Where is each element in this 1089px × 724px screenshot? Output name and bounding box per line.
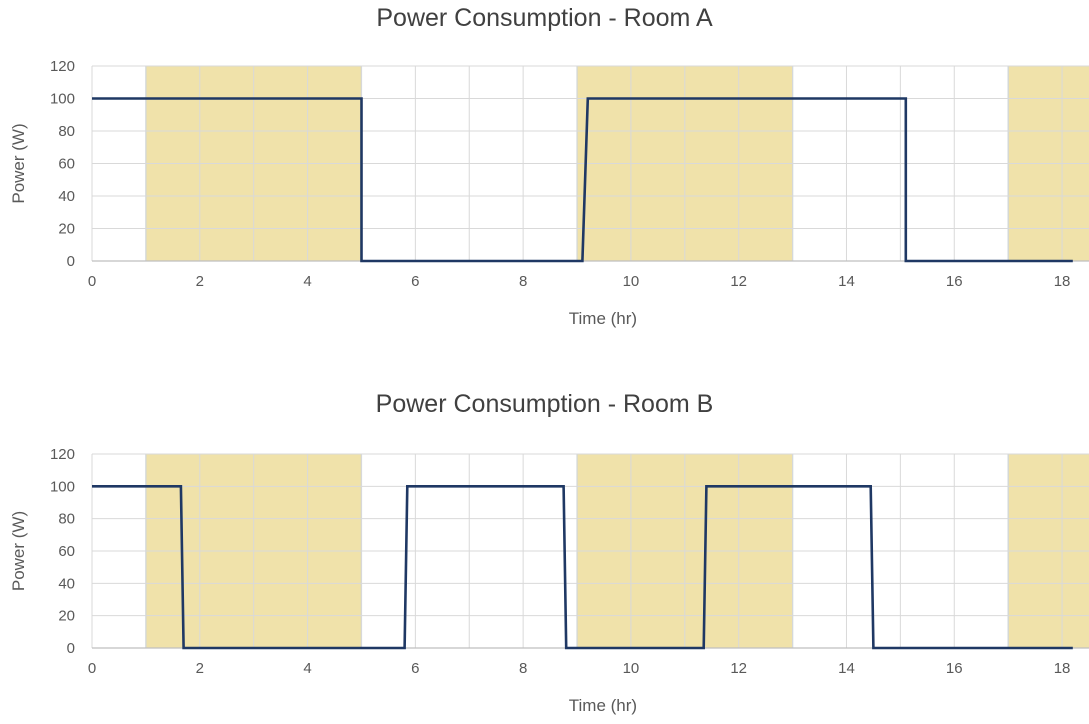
y-tick-label-0: 0	[67, 253, 75, 270]
chart-title-room-b: Power Consumption - Room B	[375, 390, 714, 418]
y-tick-label-0: 0	[67, 640, 75, 657]
x-tick-label-18: 18	[1054, 660, 1071, 677]
chart-room-a: 0 20 40 60 80 100 120 0 2 4 6 8 10 12 14 16 18 Time (hr) P…	[9, 58, 1089, 328]
y-tick-label-80: 80	[58, 123, 75, 140]
x-axis-label: Time (hr)	[569, 696, 637, 715]
x-tick-label-2: 2	[196, 660, 204, 677]
y-tick-label-20: 20	[58, 608, 75, 625]
x-tick-label-4: 4	[303, 273, 311, 290]
y-tick-label-100: 100	[50, 478, 75, 495]
x-tick-label-6: 6	[411, 273, 419, 290]
chart-room-b: 0 20 40 60 80 100 120 0 2 4 6 8 10 12 14 16 18 Time (hr) P…	[9, 446, 1089, 715]
y-tick-label-40: 40	[58, 188, 75, 205]
y-tick-label-120: 120	[50, 58, 75, 75]
y-tick-label-60: 60	[58, 156, 75, 173]
x-tick-label-18: 18	[1054, 273, 1071, 290]
x-tick-label-12: 12	[730, 660, 747, 677]
x-tick-label-6: 6	[411, 660, 419, 677]
x-tick-label-12: 12	[730, 273, 747, 290]
x-tick-label-14: 14	[838, 660, 855, 677]
x-axis-label: Time (hr)	[569, 309, 637, 328]
x-tick-label-8: 8	[519, 273, 527, 290]
y-tick-label-100: 100	[50, 91, 75, 108]
y-tick-label-60: 60	[58, 543, 75, 560]
x-tick-label-4: 4	[303, 660, 311, 677]
y-axis-label: Power (W)	[9, 511, 28, 591]
x-tick-label-10: 10	[623, 273, 640, 290]
series-line-0	[92, 485, 1073, 650]
x-tick-label-8: 8	[519, 660, 527, 677]
x-tick-label-16: 16	[946, 660, 963, 677]
x-tick-label-0: 0	[88, 660, 96, 677]
x-tick-label-16: 16	[946, 273, 963, 290]
series-line-0	[92, 97, 1073, 263]
y-axis-label: Power (W)	[9, 123, 28, 203]
x-tick-label-10: 10	[623, 660, 640, 677]
y-tick-label-40: 40	[58, 575, 75, 592]
x-tick-label-2: 2	[196, 273, 204, 290]
y-tick-label-120: 120	[50, 446, 75, 463]
chart-title-room-a: Power Consumption - Room A	[376, 4, 713, 32]
x-tick-label-0: 0	[88, 273, 96, 290]
x-tick-label-14: 14	[838, 273, 855, 290]
y-tick-label-80: 80	[58, 511, 75, 528]
y-tick-label-20: 20	[58, 221, 75, 238]
